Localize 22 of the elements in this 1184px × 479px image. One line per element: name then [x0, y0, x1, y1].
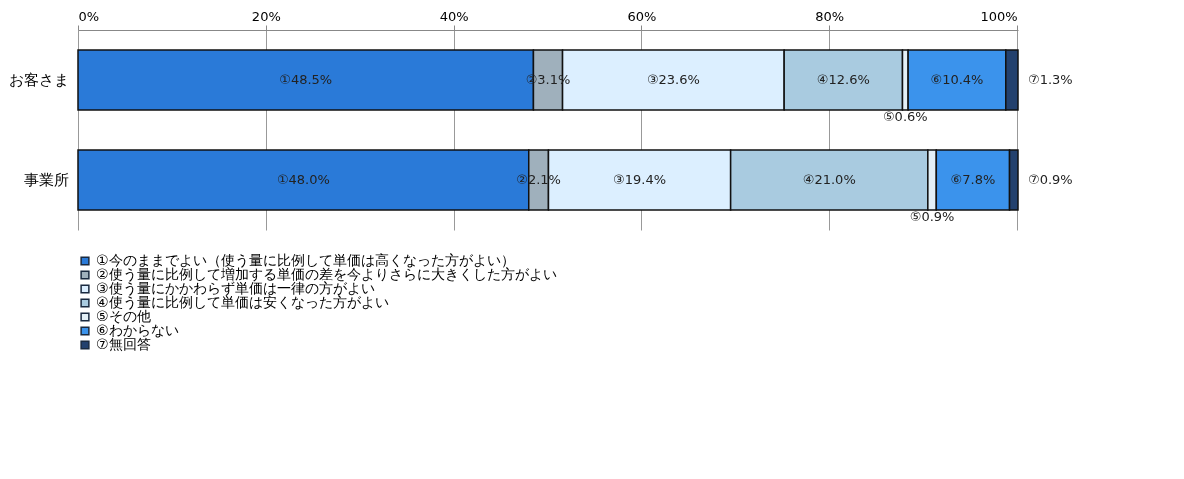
data-label: ③23.6%	[646, 72, 700, 87]
legend-label: ①今のままでよい（使う量に比例して単価は高くなった方がよい）	[96, 252, 515, 268]
y-tick-label: 事業所	[23, 171, 69, 189]
x-tick-label: 80%	[815, 8, 845, 24]
data-label: ⑦0.9%	[1028, 172, 1073, 187]
data-label: ⑤0.9%	[909, 209, 955, 224]
y-tick-label: お客さま	[8, 71, 69, 89]
data-label: ①48.0%	[276, 172, 330, 187]
data-label: ①48.5%	[279, 72, 333, 87]
x-tick-label: 40%	[439, 8, 469, 24]
data-label: ④12.6%	[816, 72, 870, 87]
x-tick-label: 60%	[627, 8, 657, 24]
data-label: ④21.0%	[802, 172, 856, 187]
legend-label: ⑥わからない	[96, 322, 179, 338]
data-label: ⑥7.8%	[950, 172, 996, 187]
x-tick-label: 20%	[251, 8, 281, 24]
data-label: ⑦1.3%	[1028, 72, 1073, 87]
data-label: ⑥10.4%	[930, 72, 984, 87]
data-label: ⑤0.6%	[882, 109, 928, 124]
x-tick-label: 0%	[78, 8, 100, 24]
x-tick-label: 100%	[980, 8, 1018, 24]
data-label: ③19.4%	[613, 172, 667, 187]
